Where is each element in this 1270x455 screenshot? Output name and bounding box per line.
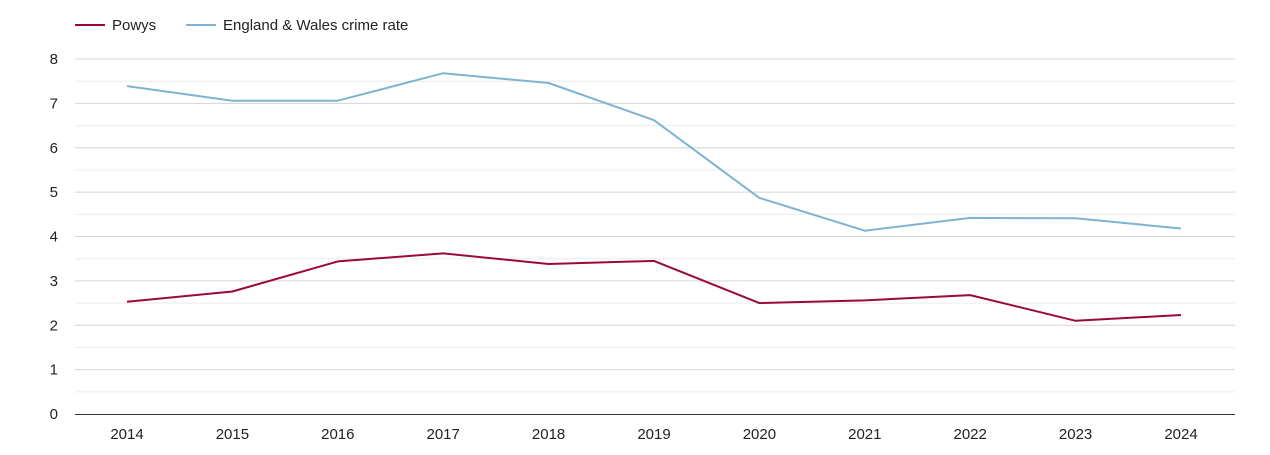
legend: Powys England & Wales crime rate (75, 17, 408, 34)
y-tick-label: 3 (50, 273, 58, 290)
x-tick-label: 2019 (637, 426, 670, 443)
data-point (1074, 319, 1078, 323)
data-point (652, 118, 656, 122)
data-point (863, 229, 867, 233)
y-tick-label: 1 (50, 362, 58, 379)
data-point (230, 290, 234, 294)
x-tick-label: 2018 (532, 426, 565, 443)
data-point (1179, 313, 1183, 317)
data-point (968, 216, 972, 220)
data-point (441, 251, 445, 255)
y-tick-label: 4 (50, 229, 58, 246)
x-tick-label: 2014 (110, 426, 143, 443)
data-point (547, 81, 551, 85)
x-tick-label: 2022 (954, 426, 987, 443)
x-tick-label: 2017 (427, 426, 460, 443)
x-tick-label: 2020 (743, 426, 776, 443)
data-point (968, 293, 972, 297)
series-line (126, 72, 1182, 232)
x-axis: 2014 2015 2016 2017 2018 2019 2020 2021 2022 2023… (75, 414, 1235, 443)
legend-item[interactable]: England & Wales crime rate (186, 17, 408, 34)
x-tick-label: 2021 (848, 426, 881, 443)
x-tick-label: 2024 (1164, 426, 1197, 443)
data-point (757, 301, 761, 305)
y-tick-label: 0 (50, 406, 58, 423)
data-point (336, 259, 340, 263)
data-point (441, 71, 445, 75)
data-point (125, 84, 129, 88)
y-axis: 0 1 2 3 4 5 6 7 8 (50, 51, 58, 423)
y-tick-label: 8 (50, 51, 58, 68)
series-england-wales-crime-rate (125, 71, 1183, 233)
data-point (230, 99, 234, 103)
series-powys (125, 251, 1183, 323)
data-point (652, 259, 656, 263)
gridlines (75, 58, 1235, 393)
legend-label: England & Wales crime rate (223, 17, 408, 34)
data-point (125, 300, 129, 304)
y-tick-label: 7 (50, 95, 58, 112)
data-point (863, 298, 867, 302)
legend-item[interactable]: Powys (75, 17, 156, 34)
series-line (126, 252, 1182, 322)
series-lines (125, 71, 1183, 323)
x-tick-label: 2016 (321, 426, 354, 443)
y-tick-label: 6 (50, 140, 58, 157)
y-tick-label: 5 (50, 184, 58, 201)
legend-label: Powys (112, 17, 156, 34)
data-point (547, 262, 551, 266)
data-point (757, 196, 761, 200)
data-point (1074, 216, 1078, 220)
data-point (1179, 227, 1183, 231)
x-tick-label: 2023 (1059, 426, 1092, 443)
x-tick-label: 2015 (216, 426, 249, 443)
y-tick-label: 2 (50, 317, 58, 334)
data-point (336, 99, 340, 103)
